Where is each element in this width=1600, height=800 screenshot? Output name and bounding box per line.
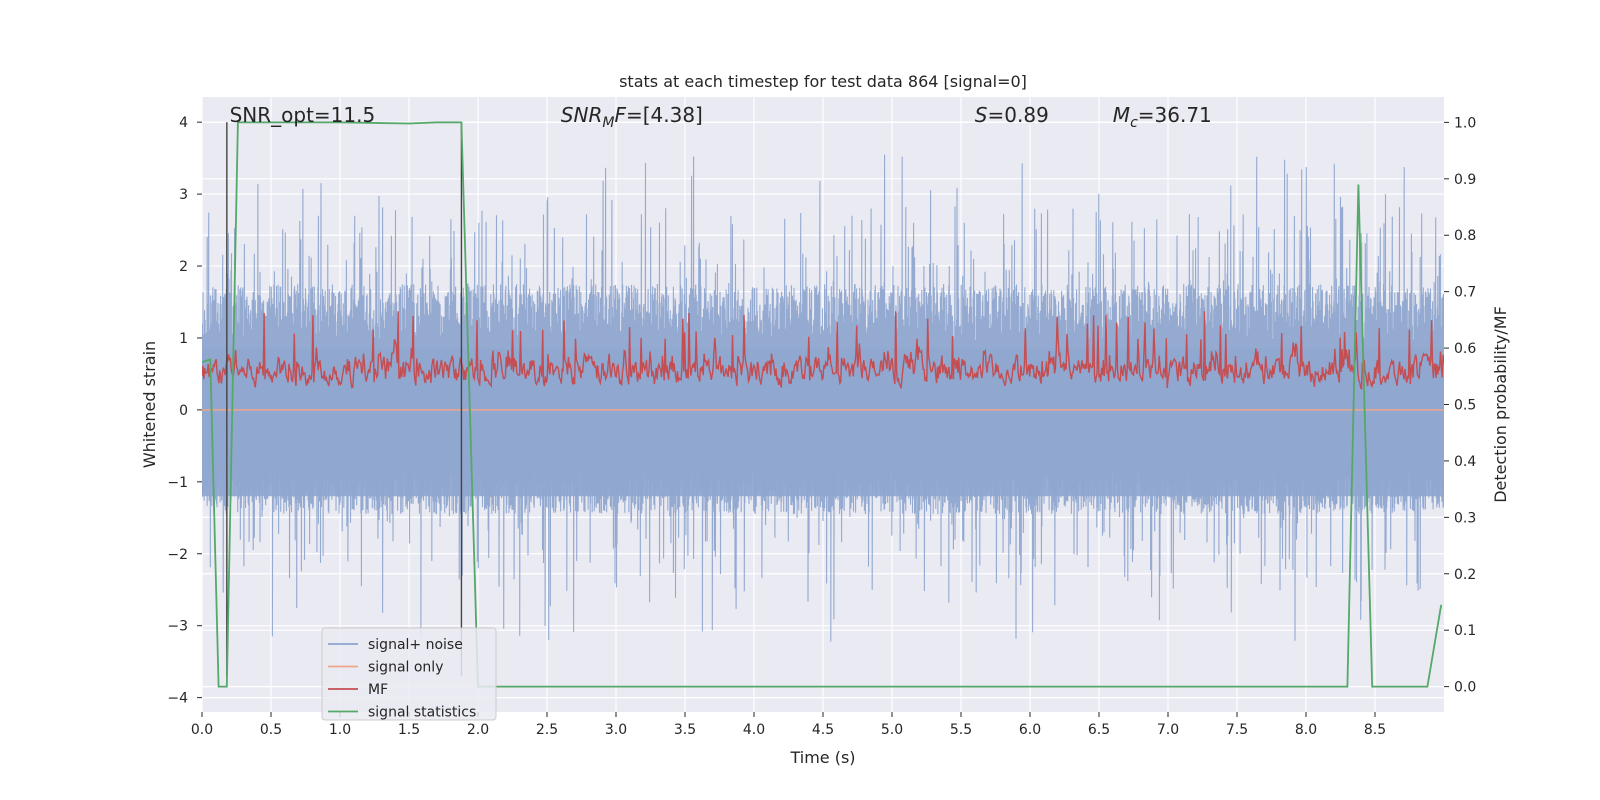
y-right-tick-label: 0.0 <box>1454 680 1476 696</box>
y-tick-label: −1 <box>167 475 188 491</box>
vertical-markers <box>226 122 463 677</box>
x-tick-label: 7.0 <box>1157 722 1179 738</box>
x-tick-label: 2.5 <box>536 722 558 738</box>
y-right-tick-label: 1.0 <box>1454 115 1476 131</box>
y-right-tick-label: 0.3 <box>1454 510 1476 526</box>
y-tick-label: 1 <box>179 331 188 347</box>
x-axis-ticks: 0.0 0.5 1.0 1.5 2.0 2.5 3.0 3.5 4.0 4.5 5.0 5.5 6.0 6… <box>191 712 1386 738</box>
y-tick-label: −2 <box>167 547 188 563</box>
legend-label: signal+ noise <box>368 637 463 653</box>
x-tick-label: 4.5 <box>812 722 834 738</box>
annotation: Mc=36.71 <box>1113 103 1212 131</box>
y-tick-label: 4 <box>179 115 188 131</box>
annotation: SNRMF=[4.38] <box>561 103 703 131</box>
y-right-tick-label: 0.8 <box>1454 228 1476 244</box>
y-right-tick-label: 0.5 <box>1454 398 1476 414</box>
legend-label: signal only <box>368 660 443 676</box>
x-tick-label: 7.5 <box>1226 722 1248 738</box>
mf-line <box>202 311 1444 390</box>
y-tick-label: −4 <box>167 691 188 707</box>
annotation: SNR_opt=11.5 <box>230 103 376 127</box>
y-axis-label: Whitened strain <box>140 341 159 468</box>
x-tick-label: 1.0 <box>329 722 351 738</box>
y-right-axis-ticks: 1.0 0.9 0.8 0.7 0.6 0.5 0.4 0.3 0.2 0.1 0.0 <box>1444 115 1476 696</box>
x-tick-label: 5.5 <box>950 722 972 738</box>
annotation: S=0.89 <box>975 103 1049 127</box>
y-right-tick-label: 0.1 <box>1454 623 1476 639</box>
legend: signal+ noise signal only MF signal statist… <box>321 627 497 721</box>
x-tick-label: 8.5 <box>1364 722 1386 738</box>
x-tick-label: 3.0 <box>605 722 627 738</box>
x-tick-label: 5.0 <box>881 722 903 738</box>
y-tick-label: 3 <box>179 187 188 203</box>
x-tick-label: 3.5 <box>674 722 696 738</box>
plot-content <box>202 121 1444 688</box>
y-right-tick-label: 0.7 <box>1454 285 1476 301</box>
legend-label: MF <box>368 682 388 698</box>
legend-box <box>321 627 497 721</box>
x-tick-label: 4.0 <box>743 722 765 738</box>
y-axis-ticks: 4 3 2 1 0 −1 −2 −3 −4 <box>167 115 202 707</box>
chart-title: stats at each timestep for test data 864… <box>619 72 1027 91</box>
x-tick-label: 0.0 <box>191 722 213 738</box>
y-tick-label: 0 <box>179 403 188 419</box>
x-axis-label: Time (s) <box>789 748 855 767</box>
y-right-tick-label: 0.4 <box>1454 454 1476 470</box>
series-signal-statistics <box>202 121 1443 688</box>
y-tick-label: −3 <box>167 619 188 635</box>
y-right-tick-label: 0.2 <box>1454 567 1476 583</box>
annotations: SNR_opt=11.5 SNRMF=[4.38] S=0.89 Mc=36.71 <box>230 103 1212 131</box>
y-tick-label: 2 <box>179 259 188 275</box>
x-tick-label: 8.0 <box>1295 722 1317 738</box>
y-right-tick-label: 0.9 <box>1454 172 1476 188</box>
x-tick-label: 1.5 <box>398 722 420 738</box>
x-tick-label: 6.5 <box>1088 722 1110 738</box>
x-tick-label: 0.5 <box>260 722 282 738</box>
signal-statistics-line <box>202 121 1443 688</box>
y-right-axis-label: Detection probability/MF <box>1491 306 1510 503</box>
legend-label: signal statistics <box>368 705 476 721</box>
x-tick-label: 2.0 <box>467 722 489 738</box>
x-tick-label: 6.0 <box>1019 722 1041 738</box>
series-mf <box>202 311 1444 390</box>
y-right-tick-label: 0.6 <box>1454 341 1476 357</box>
